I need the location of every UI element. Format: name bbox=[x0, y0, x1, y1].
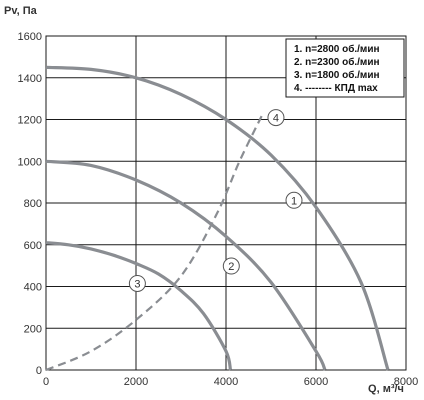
legend-entry-3: 3. n=1800 об./мин bbox=[294, 69, 380, 81]
legend-entry-1: 1. n=2800 об./мин bbox=[294, 43, 380, 55]
legend-entry-4: 4. -------- КПД max bbox=[294, 83, 378, 94]
series-line-1 bbox=[45, 65, 390, 371]
y-tick-label: 600 bbox=[24, 240, 42, 252]
series-line-3 bbox=[45, 241, 233, 371]
series-marker-circle-3 bbox=[128, 274, 146, 292]
series-line-2 bbox=[45, 159, 327, 371]
x-tick-label: 2000 bbox=[124, 376, 148, 388]
series-line-4 bbox=[45, 114, 263, 372]
x-tick-label: 6000 bbox=[304, 376, 328, 388]
legend: 1. n=2800 об./мин 2. n=2300 об./мин 3. n… bbox=[285, 38, 405, 98]
y-tick-label: 1000 bbox=[18, 156, 42, 168]
y-tick-label: 200 bbox=[24, 323, 42, 335]
series-marker-label-1: 1 bbox=[291, 195, 297, 207]
y-tick-label: 0 bbox=[36, 365, 42, 377]
series-marker-circle-4 bbox=[267, 109, 285, 127]
legend-entry-2: 2. n=2300 об./мин bbox=[294, 56, 380, 68]
legend-box bbox=[285, 38, 405, 98]
series-marker-label-4: 4 bbox=[273, 113, 279, 125]
y-tick-label: 1400 bbox=[18, 73, 42, 85]
series-marker-circle-2 bbox=[222, 257, 240, 275]
x-tick-label: 0 bbox=[43, 376, 49, 388]
tick-labels: 0 200 400 600 800 1000 1200 1400 1600 0 2000 4000 60… bbox=[18, 31, 419, 388]
y-tick-label: 400 bbox=[24, 282, 42, 294]
x-tick-label: 4000 bbox=[214, 376, 238, 388]
curve-markers: 1 2 3 4 bbox=[128, 109, 303, 292]
curves bbox=[45, 65, 390, 372]
y-tick-label: 800 bbox=[24, 198, 42, 210]
series-marker-label-2: 2 bbox=[228, 261, 234, 273]
series-marker-label-3: 3 bbox=[134, 278, 140, 290]
x-tick-label: 8000 bbox=[394, 376, 418, 388]
y-tick-label: 1200 bbox=[18, 115, 42, 127]
y-tick-label: 1600 bbox=[18, 31, 42, 43]
series-marker-circle-1 bbox=[285, 191, 303, 209]
y-axis-label: Pv, Па bbox=[4, 5, 38, 17]
x-axis-label: Q, м³/ч bbox=[368, 383, 404, 395]
